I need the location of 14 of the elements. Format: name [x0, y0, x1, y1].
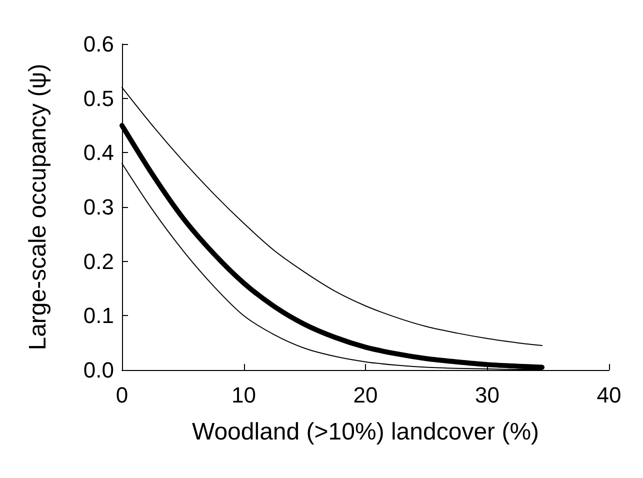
- y-tick-label: 0.0: [83, 358, 114, 382]
- y-tick-label: 0.5: [83, 86, 114, 111]
- x-tick-label: 20: [353, 382, 378, 408]
- x-tick-label: 40: [596, 382, 622, 408]
- y-axis-title: Large-scale occupancy (ψ): [24, 64, 52, 350]
- y-tick-label: 0.1: [83, 303, 114, 328]
- y-tick-label: 0.3: [83, 194, 114, 220]
- x-tick-label: 10: [232, 382, 256, 408]
- y-tick-label: 0.6: [83, 32, 114, 56]
- y-tick-label: 0.4: [83, 140, 114, 166]
- y-tick-label: 0.2: [83, 248, 114, 274]
- x-tick-label: 30: [475, 382, 500, 408]
- x-axis-title: Woodland (>10%) landcover (%): [192, 418, 540, 446]
- x-tick-label: 0: [116, 382, 128, 408]
